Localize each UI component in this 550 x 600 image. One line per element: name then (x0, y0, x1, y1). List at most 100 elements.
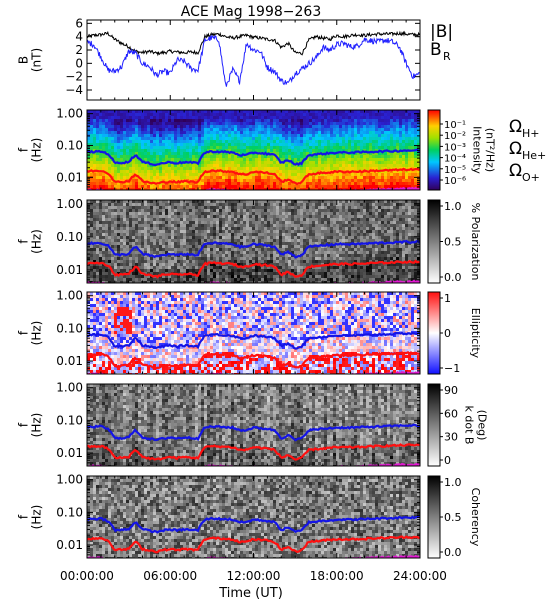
y-axis-title: f (Hz) (17, 138, 44, 163)
heatmap-cell (147, 245, 150, 248)
heatmap-cell (201, 275, 204, 278)
heatmap-cell (135, 233, 138, 236)
heatmap-cell (309, 146, 312, 149)
heatmap-cell (399, 152, 402, 155)
heatmap-cell (159, 221, 162, 224)
heatmap-cell (216, 239, 219, 242)
heatmap-cell (207, 215, 210, 218)
heatmap-cell (180, 176, 183, 179)
heatmap-cell (129, 137, 132, 140)
heatmap-cell (231, 269, 234, 272)
heatmap-cell (108, 128, 111, 131)
heatmap-cell (195, 128, 198, 131)
heatmap-cell (189, 224, 192, 227)
heatmap-cell (96, 227, 99, 230)
heatmap-cell (213, 152, 216, 155)
heatmap-cell (99, 206, 102, 209)
heatmap-cell (234, 110, 237, 113)
heatmap-cell (174, 230, 177, 233)
heatmap-cell (195, 200, 198, 203)
heatmap-cell (174, 134, 177, 137)
heatmap-cell (222, 182, 225, 185)
heatmap-cell (138, 128, 141, 131)
heatmap-cell (246, 263, 249, 266)
heatmap-cell (399, 140, 402, 143)
heatmap-cell (348, 140, 351, 143)
heatmap-cell (171, 218, 174, 221)
heatmap-cell (402, 155, 405, 158)
heatmap-cell (261, 266, 264, 269)
heatmap-cell (306, 134, 309, 137)
heatmap-cell (96, 167, 99, 170)
heatmap-cell (240, 140, 243, 143)
heatmap-cell (99, 278, 102, 281)
heatmap-cell (141, 227, 144, 230)
heatmap-cell (123, 149, 126, 152)
heatmap-cell (318, 188, 321, 190)
heatmap-cell (144, 125, 147, 128)
heatmap-cell (399, 122, 402, 125)
heatmap-cell (399, 173, 402, 176)
heatmap-cell (216, 266, 219, 269)
heatmap-cell (279, 149, 282, 152)
heatmap-cell (192, 131, 195, 134)
heatmap-cell (171, 275, 174, 278)
heatmap-cell (306, 167, 309, 170)
heatmap-cell (267, 200, 270, 203)
heatmap-cell (114, 218, 117, 221)
heatmap-cell (339, 113, 342, 116)
heatmap-cell (168, 281, 171, 283)
heatmap-cell (135, 224, 138, 227)
heatmap-cell (210, 278, 213, 281)
heatmap-cell (135, 164, 138, 167)
heatmap-cell (273, 146, 276, 149)
heatmap-cell (177, 182, 180, 185)
heatmap-cell (87, 146, 90, 149)
heatmap-cell (201, 254, 204, 257)
heatmap-cell (276, 179, 279, 182)
heatmap-cell (300, 164, 303, 167)
heatmap-cell (267, 260, 270, 263)
heatmap-cell (306, 188, 309, 190)
heatmap-cell (210, 131, 213, 134)
heatmap-cell (357, 125, 360, 128)
heatmap-cell (249, 236, 252, 239)
heatmap-cell (393, 155, 396, 158)
heatmap-cell (297, 158, 300, 161)
heatmap-cell (243, 263, 246, 266)
heatmap-cell (264, 215, 267, 218)
heatmap-cell (90, 206, 93, 209)
heatmap-cell (237, 269, 240, 272)
heatmap-cell (258, 278, 261, 281)
heatmap-cell (135, 128, 138, 131)
heatmap-cell (120, 170, 123, 173)
heatmap-cell (213, 128, 216, 131)
heatmap-cell (165, 167, 168, 170)
heatmap-cell (102, 269, 105, 272)
heatmap-cell (168, 143, 171, 146)
heatmap-cell (186, 185, 189, 188)
heatmap-cell (267, 251, 270, 254)
heatmap-cell (264, 128, 267, 131)
heatmap-cell (288, 116, 291, 119)
heatmap-cell (192, 272, 195, 275)
heatmap-cell (402, 146, 405, 149)
heatmap-cell (129, 263, 132, 266)
heatmap-cell (198, 200, 201, 203)
heatmap-cell (204, 134, 207, 137)
heatmap-cell (120, 281, 123, 283)
heatmap-cell (297, 125, 300, 128)
heatmap-cell (243, 188, 246, 190)
heatmap-cell (294, 149, 297, 152)
heatmap-cell (327, 161, 330, 164)
heatmap-cell (189, 212, 192, 215)
heatmap-cell (123, 152, 126, 155)
heatmap-cell (114, 149, 117, 152)
heatmap-cell (126, 206, 129, 209)
heatmap-cell (192, 182, 195, 185)
heatmap-cell (342, 164, 345, 167)
heatmap-cell (267, 128, 270, 131)
y-axis-title-line: (nT) (30, 48, 44, 72)
heatmap-cell (93, 137, 96, 140)
